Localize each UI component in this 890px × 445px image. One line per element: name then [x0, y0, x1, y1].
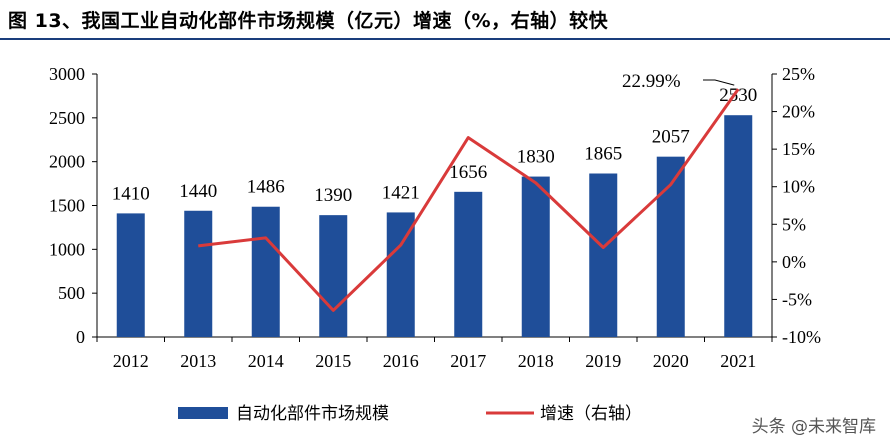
- bar-data-label: 1830: [517, 147, 555, 168]
- left-tick-label: 0: [76, 327, 85, 347]
- watermark: 头条 @未来智库: [751, 417, 876, 437]
- bar-data-label: 1865: [584, 144, 622, 165]
- bar: [386, 212, 415, 337]
- x-tick-label: 2020: [653, 351, 689, 371]
- bar-data-label: 1421: [382, 182, 420, 203]
- x-tick-label: 2013: [180, 351, 216, 371]
- bar: [251, 206, 280, 337]
- x-tick-label: 2014: [248, 351, 284, 371]
- bar-data-label: 1440: [179, 181, 217, 202]
- bar-data-label: 2057: [652, 127, 690, 148]
- bar: [589, 173, 618, 337]
- right-tick-label: 20%: [782, 102, 815, 122]
- x-tick-label: 2015: [315, 351, 351, 371]
- growth-line-group: 22.99%: [198, 71, 740, 312]
- x-tick-label: 2016: [383, 351, 419, 371]
- x-tick-label: 2018: [518, 351, 554, 371]
- bar: [319, 215, 348, 337]
- right-tick-label: -5%: [782, 289, 812, 309]
- bar-data-label: 1410: [112, 183, 150, 204]
- left-tick-label: 1000: [49, 239, 85, 259]
- left-tick-label: 1500: [49, 196, 85, 216]
- right-tick-label: 25%: [782, 64, 815, 84]
- legend-bar-swatch: [178, 407, 228, 419]
- title-underline: [0, 38, 890, 40]
- legend-line-label: 增速（右轴）: [540, 404, 642, 424]
- right-tick-label: 0%: [782, 252, 806, 272]
- x-tick-label: 2019: [585, 351, 621, 371]
- data-labels-group: 1410 1440 1486 1390 1421 1656 1830 1865 2057 2530: [112, 85, 758, 206]
- bar: [656, 156, 685, 337]
- bar: [454, 191, 483, 337]
- x-tick-label: 2017: [450, 351, 486, 371]
- left-tick-label: 2000: [49, 152, 85, 172]
- bars-group: [116, 115, 753, 337]
- bar-data-label: 1390: [314, 185, 352, 206]
- legend: 自动化部件市场规模 增速（右轴）: [178, 404, 642, 424]
- bar: [116, 213, 145, 337]
- right-tick-label: 15%: [782, 139, 815, 159]
- annotation-leader-line: [703, 79, 735, 86]
- left-tick-label: 2500: [49, 108, 85, 128]
- legend-bar-label: 自动化部件市场规模: [236, 404, 389, 424]
- right-tick-label: 5%: [782, 214, 806, 234]
- bar: [184, 210, 213, 337]
- right-tick-label: -10%: [782, 327, 821, 347]
- axes-group: 0 500 1000 1500 2000 2500 3000 -10% -5% 0% 5% 10% 15…: [49, 64, 821, 371]
- growth-annotation-label: 22.99%: [622, 71, 681, 92]
- x-tick-label: 2021: [720, 351, 756, 371]
- bar-data-label: 1486: [247, 177, 285, 198]
- x-tick-label: 2012: [113, 351, 149, 371]
- bar: [724, 115, 753, 337]
- bar: [521, 176, 550, 337]
- right-tick-label: 10%: [782, 177, 815, 197]
- left-tick-label: 500: [58, 283, 85, 303]
- left-tick-label: 3000: [49, 64, 85, 84]
- chart-title: 图 13、我国工业自动化部件市场规模（亿元）增速（%，右轴）较快: [8, 10, 609, 32]
- bar-data-label: 2530: [719, 85, 757, 106]
- bar-data-label: 1656: [449, 162, 487, 183]
